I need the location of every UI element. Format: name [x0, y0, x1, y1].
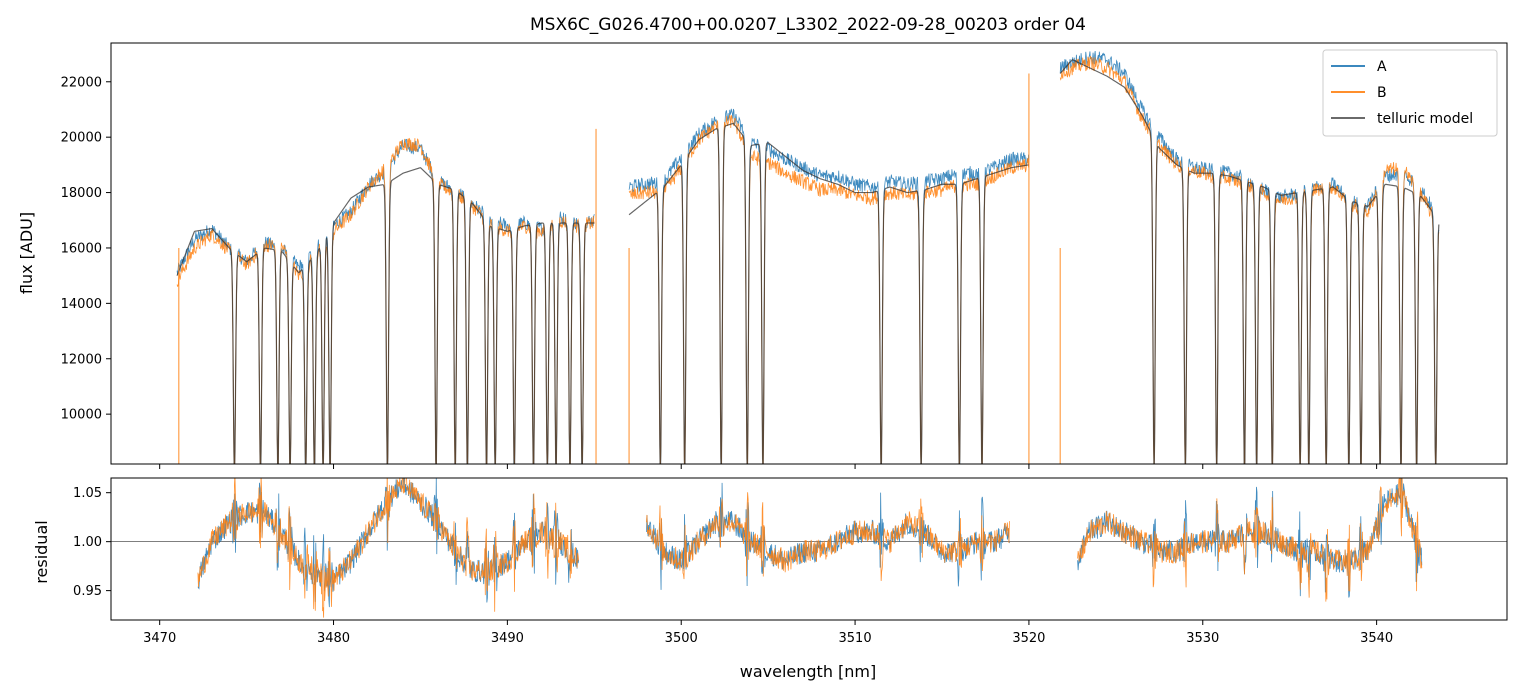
x-axis-label: wavelength [nm] [740, 662, 877, 681]
x-tick-label: 3490 [491, 631, 524, 646]
x-tick-label: 3470 [143, 631, 176, 646]
flux-y-tick-label: 16000 [61, 241, 102, 256]
flux-y-tick-label: 14000 [61, 297, 102, 312]
flux-plot-frame [110, 42, 1508, 465]
x-tick-label: 3530 [1186, 631, 1219, 646]
legend-label-b: B [1377, 85, 1387, 101]
legend: A B telluric model [1322, 49, 1498, 137]
residual-plot-frame [110, 477, 1508, 621]
series-b-segment-3 [1059, 56, 1440, 464]
legend-frame [1322, 49, 1498, 137]
residual-y-axis-label: residual [32, 520, 51, 583]
x-tick-label: 3520 [1012, 631, 1045, 646]
x-tick-label: 3540 [1360, 631, 1393, 646]
x-tick-label: 3510 [839, 631, 872, 646]
residual-y-tick-label: 1.05 [73, 486, 102, 501]
series-telluric-segment-1 [176, 167, 595, 464]
flux-y-tick-label: 22000 [61, 75, 102, 90]
legend-label-telluric: telluric model [1377, 111, 1473, 127]
x-tick-label: 3480 [317, 631, 350, 646]
residual-b-segment-1 [197, 478, 580, 618]
flux-y-tick-label: 12000 [61, 352, 102, 367]
flux-y-tick-label: 18000 [61, 186, 102, 201]
flux-y-axis-label: flux [ADU] [17, 212, 36, 294]
series-a-segment-2 [628, 108, 1029, 464]
residual-b-segment-3 [1077, 478, 1423, 602]
x-tick-label: 3500 [665, 631, 698, 646]
series-a-segment-3 [1059, 50, 1440, 464]
chart-title: MSX6C_G026.4700+00.0207_L3302_2022-09-28… [530, 15, 1086, 35]
flux-panel: 10000 12000 14000 16000 18000 20000 22000 flux… [17, 42, 1508, 469]
legend-label-a: A [1377, 59, 1387, 75]
flux-y-tick-label: 10000 [61, 408, 102, 423]
residual-panel: 0.95 1.00 1.05 3470 3480 3490 3500 3510 3520 353… [32, 477, 1508, 681]
residual-b-segment-2 [646, 492, 1010, 581]
residual-y-tick-label: 1.00 [73, 535, 102, 550]
series-telluric-segment-2 [628, 122, 1029, 464]
flux-y-tick-label: 20000 [61, 131, 102, 146]
series-telluric-segment-3 [1059, 59, 1440, 464]
residual-y-tick-label: 0.95 [73, 584, 102, 599]
